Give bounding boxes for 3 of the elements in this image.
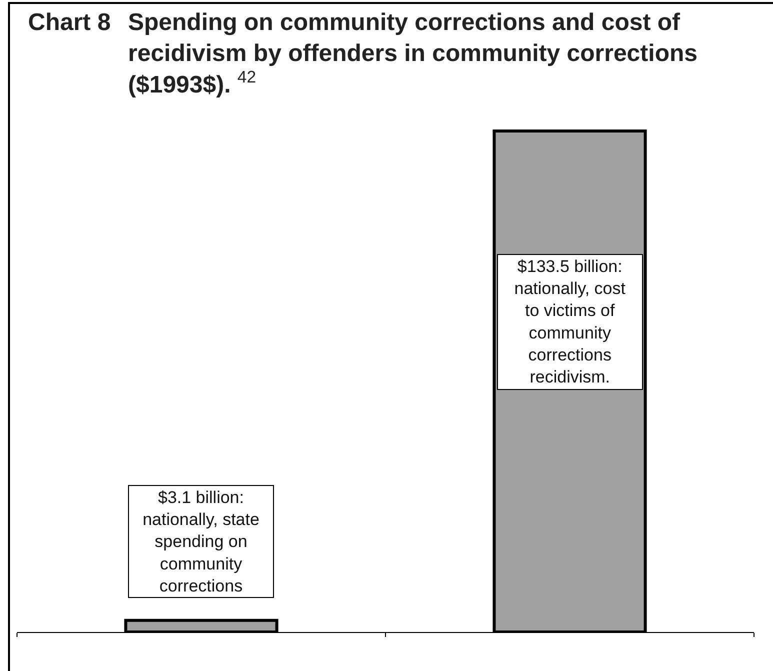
data-label: $133.5 billion: nationally, cost to victims of community corrections recidivism. (514, 257, 626, 386)
chart-title: Chart 8 Spending on community corrections and cost of recidivism by offenders in community corrections ($1993$). $^{42}$ (28, 9, 698, 98)
data-label: $3.1 billion: nationally, state spending on community corrections (142, 488, 260, 596)
